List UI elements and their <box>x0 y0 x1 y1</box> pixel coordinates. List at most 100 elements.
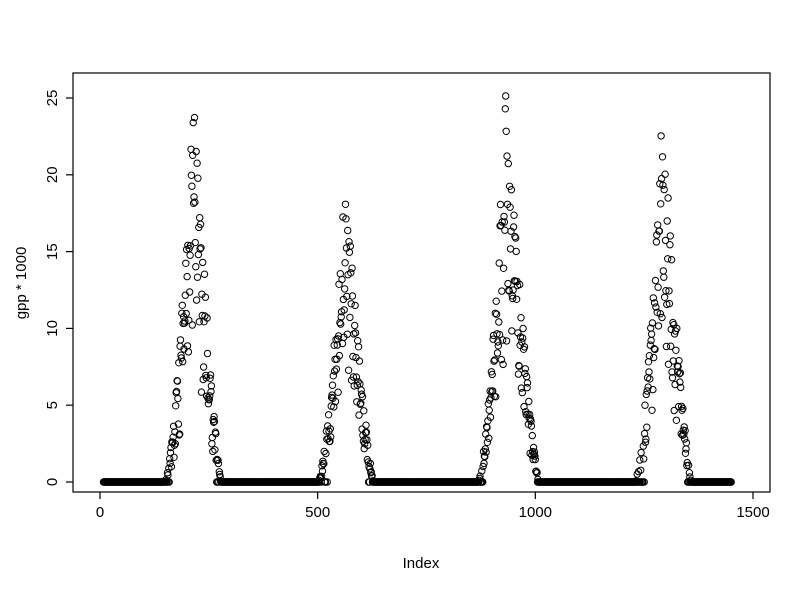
data-point <box>648 406 656 414</box>
data-point <box>199 363 208 371</box>
data-point <box>650 299 659 307</box>
data-point <box>330 367 339 375</box>
data-point <box>208 440 216 448</box>
data-point <box>207 387 215 396</box>
data-point <box>672 346 680 354</box>
data-point <box>345 238 353 246</box>
data-point <box>348 292 357 300</box>
data-point <box>680 430 688 438</box>
data-point <box>478 467 486 475</box>
data-point <box>188 182 196 190</box>
data-point <box>640 478 648 486</box>
data-point <box>335 280 343 288</box>
data-point <box>182 259 190 267</box>
data-point <box>172 387 181 396</box>
data-point <box>191 238 200 247</box>
data-point <box>649 294 657 302</box>
data-point <box>322 427 331 435</box>
data-point <box>485 434 493 442</box>
data-point <box>495 259 503 267</box>
data-point <box>337 320 345 328</box>
data-point <box>663 217 671 225</box>
data-point <box>509 294 517 303</box>
plot-box <box>72 72 771 493</box>
data-point <box>658 313 666 322</box>
data-point <box>636 456 644 464</box>
y-tick-label: 5 <box>44 401 61 409</box>
data-point <box>665 287 673 295</box>
data-point <box>529 443 538 452</box>
data-point <box>650 345 658 353</box>
data-point <box>531 455 539 464</box>
data-point <box>668 368 676 376</box>
data-point <box>646 375 654 383</box>
data-point <box>515 362 523 370</box>
scatter-points <box>99 92 735 486</box>
data-point <box>203 314 211 322</box>
data-point <box>667 342 675 350</box>
data-point <box>173 377 182 385</box>
data-point <box>206 392 214 400</box>
data-point <box>512 247 520 256</box>
data-point <box>684 461 693 469</box>
data-point <box>340 306 348 314</box>
data-point <box>655 227 664 235</box>
data-point <box>334 388 342 396</box>
data-point <box>170 441 179 449</box>
data-point <box>651 276 660 285</box>
data-point <box>662 342 671 351</box>
y-tick-label: 25 <box>44 90 61 107</box>
data-point <box>165 478 173 486</box>
data-point <box>334 332 343 340</box>
data-point <box>685 469 694 477</box>
data-point <box>181 291 190 299</box>
data-point <box>346 313 354 322</box>
data-point <box>652 303 660 311</box>
data-point <box>680 423 688 431</box>
x-axis-title: Index <box>403 555 440 572</box>
data-point <box>484 400 492 408</box>
y-tick-label: 10 <box>44 320 61 337</box>
data-point <box>659 267 667 275</box>
data-point <box>649 385 657 394</box>
data-point <box>207 382 216 390</box>
x-axis: 0 500 1000 1500 <box>96 492 770 521</box>
data-point <box>514 329 522 337</box>
data-point <box>682 439 691 447</box>
data-point <box>499 336 507 344</box>
data-point <box>338 275 346 284</box>
data-point <box>190 193 198 201</box>
data-point <box>519 334 527 342</box>
data-point <box>174 420 183 428</box>
data-point <box>179 357 187 366</box>
data-point <box>659 181 667 189</box>
y-tick-label: 15 <box>44 243 61 260</box>
data-point <box>500 212 508 221</box>
data-point <box>518 388 526 397</box>
data-point <box>169 433 177 441</box>
data-point <box>214 456 222 464</box>
data-point <box>516 280 524 289</box>
data-point <box>502 92 510 100</box>
data-point <box>508 292 516 300</box>
data-point <box>523 383 531 392</box>
data-point <box>352 373 361 381</box>
data-point <box>326 425 334 433</box>
data-point <box>341 200 350 209</box>
data-point <box>674 362 682 371</box>
data-point <box>668 374 677 382</box>
data-point <box>639 442 647 450</box>
data-point <box>347 269 355 277</box>
data-point <box>658 153 667 161</box>
data-point <box>209 418 218 426</box>
data-point <box>344 366 353 374</box>
data-point <box>647 330 656 338</box>
data-point <box>200 270 209 278</box>
data-point <box>520 402 528 411</box>
data-point <box>341 259 349 267</box>
data-point <box>195 318 204 326</box>
data-point <box>186 251 194 259</box>
data-point <box>501 226 509 234</box>
data-point <box>511 232 519 241</box>
